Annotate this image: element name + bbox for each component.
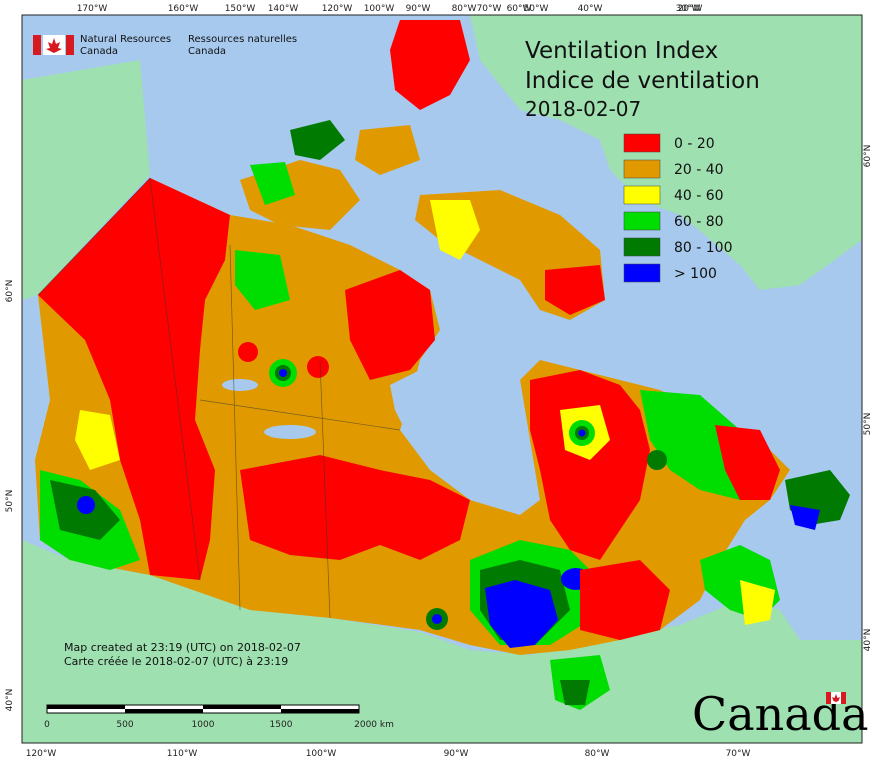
map-border (21, 14, 863, 744)
agency-fr-line2: Canada (188, 46, 226, 57)
legend-swatch (623, 211, 661, 231)
legend-label: 0 - 20 (674, 136, 715, 152)
scale-label: 2000 km (354, 720, 394, 730)
labrador-dark-green-spot (647, 450, 667, 470)
legend-label: 40 - 60 (674, 188, 724, 204)
right-tick-label: 60°N (863, 145, 873, 168)
maple-leaf-icon (46, 38, 62, 53)
red-zone-prairies (240, 455, 470, 560)
quebec-red-zone (530, 370, 650, 560)
ontario-west-blue-spot (432, 614, 442, 624)
quebec-south-red (580, 560, 670, 640)
baffin-red-zone (545, 265, 605, 315)
top-tick-label: 150°W (225, 4, 256, 14)
top-tick-label: 170°W (77, 4, 108, 14)
legend-label: > 100 (674, 266, 717, 282)
map-title-en: Ventilation Index (525, 38, 718, 64)
right-tick-labels: 60°N 50°N 40°N (863, 145, 873, 652)
graticule (37, 177, 401, 619)
ellesmere-island (390, 20, 470, 110)
bc-yellow-zone (75, 410, 120, 470)
great-slave-lake (222, 379, 258, 391)
right-tick-label: 50°N (863, 413, 873, 436)
arctic-dark-green-zone (290, 120, 345, 160)
united-states (22, 540, 862, 743)
flag-bar-left (33, 35, 41, 55)
top-tick-label: 120°W (322, 4, 353, 14)
left-tick-label: 50°N (5, 490, 15, 513)
maritimes-yellow-zone (740, 580, 775, 625)
top-tick-label: 50°W (524, 4, 549, 14)
alaska (22, 60, 150, 300)
top-tick-labels: 170°W 160°W 150°W 140°W 120°W 100°W 90°W 80°W 70… (77, 4, 703, 14)
agency-fr-line1: Ressources naturelles (188, 34, 297, 45)
left-tick-labels: 60°N 50°N 40°N (5, 280, 15, 712)
red-zone-west (38, 178, 230, 580)
scale-bar-labels: 0 500 1000 1500 2000 km (44, 720, 394, 730)
bottom-tick-label: 100°W (306, 749, 337, 759)
agency-signature (33, 35, 74, 55)
bottom-tick-label: 70°W (726, 749, 751, 759)
red-spot-nunavut (307, 356, 329, 378)
created-note-en: Map created at 23:19 (UTC) on 2018-02-07 (64, 641, 301, 654)
map-date: 2018-02-07 (525, 97, 641, 121)
flag-bar-right (66, 35, 74, 55)
red-zone-hudson-west (345, 270, 435, 380)
greenland (470, 15, 862, 290)
banks-island-green (250, 162, 295, 205)
scale-label: 1000 (192, 720, 215, 730)
top-tick-label: 160°W (168, 4, 199, 14)
baffin-yellow-zone (430, 200, 480, 260)
legend-swatch (623, 185, 661, 205)
top-tick-label: 100°W (364, 4, 395, 14)
red-spot-nwt (238, 342, 258, 362)
quebec-blue-spot-north (578, 429, 586, 437)
scale-label: 1500 (270, 720, 293, 730)
labrador-red-zone (715, 425, 780, 500)
devon-island (355, 125, 420, 175)
lake-athabasca (264, 425, 316, 439)
blue-spot-nwt (279, 369, 287, 377)
top-tick-label: 40°W (578, 4, 603, 14)
legend: 0 - 20 20 - 40 40 - 60 60 - 80 80 - 100 > 100 (623, 133, 733, 283)
legend-label: 20 - 40 (674, 162, 724, 178)
agency-en-line1: Natural Resources (80, 34, 171, 45)
bottom-tick-label: 120°W (26, 749, 57, 759)
ontario-blue-zone (485, 580, 558, 648)
wordmark-flag (826, 692, 846, 704)
agency-en-line2: Canada (80, 46, 118, 57)
legend-swatch (623, 133, 661, 153)
bottom-tick-labels: 120°W 110°W 100°W 90°W 80°W 70°W (26, 749, 751, 759)
legend-swatch (623, 159, 661, 179)
scale-label: 0 (44, 720, 50, 730)
top-tick-label: 60°W (507, 4, 532, 14)
bottom-tick-label: 110°W (167, 749, 198, 759)
top-tick-label: 80°W (452, 4, 477, 14)
top-tick-label: 140°W (268, 4, 299, 14)
left-tick-label: 60°N (5, 280, 15, 303)
top-tick-label: 90°W (406, 4, 431, 14)
legend-swatch (623, 263, 661, 283)
legend-swatch (623, 237, 661, 257)
great-bear-green-zone (235, 250, 290, 310)
left-tick-label: 40°N (5, 689, 15, 712)
top-tick-label: 30°W (676, 4, 701, 14)
southern-ontario-dark-green (560, 680, 590, 705)
legend-label: 80 - 100 (674, 240, 733, 256)
created-note-fr: Carte créée le 2018-02-07 (UTC) à 23:19 (64, 655, 288, 668)
hudson-bay (390, 350, 530, 500)
newfoundland-blue (790, 505, 820, 530)
scale-bar (46, 704, 360, 714)
scale-label: 500 (116, 720, 133, 730)
bottom-tick-label: 80°W (585, 749, 610, 759)
top-tick-label: 20°W (678, 4, 703, 14)
bc-blue-spot (77, 496, 95, 514)
map-title-fr: Indice de ventilation (525, 68, 760, 94)
top-tick-label: 70°W (477, 4, 502, 14)
right-tick-label: 40°N (863, 629, 873, 652)
bottom-tick-label: 90°W (444, 749, 469, 759)
legend-label: 60 - 80 (674, 214, 724, 230)
